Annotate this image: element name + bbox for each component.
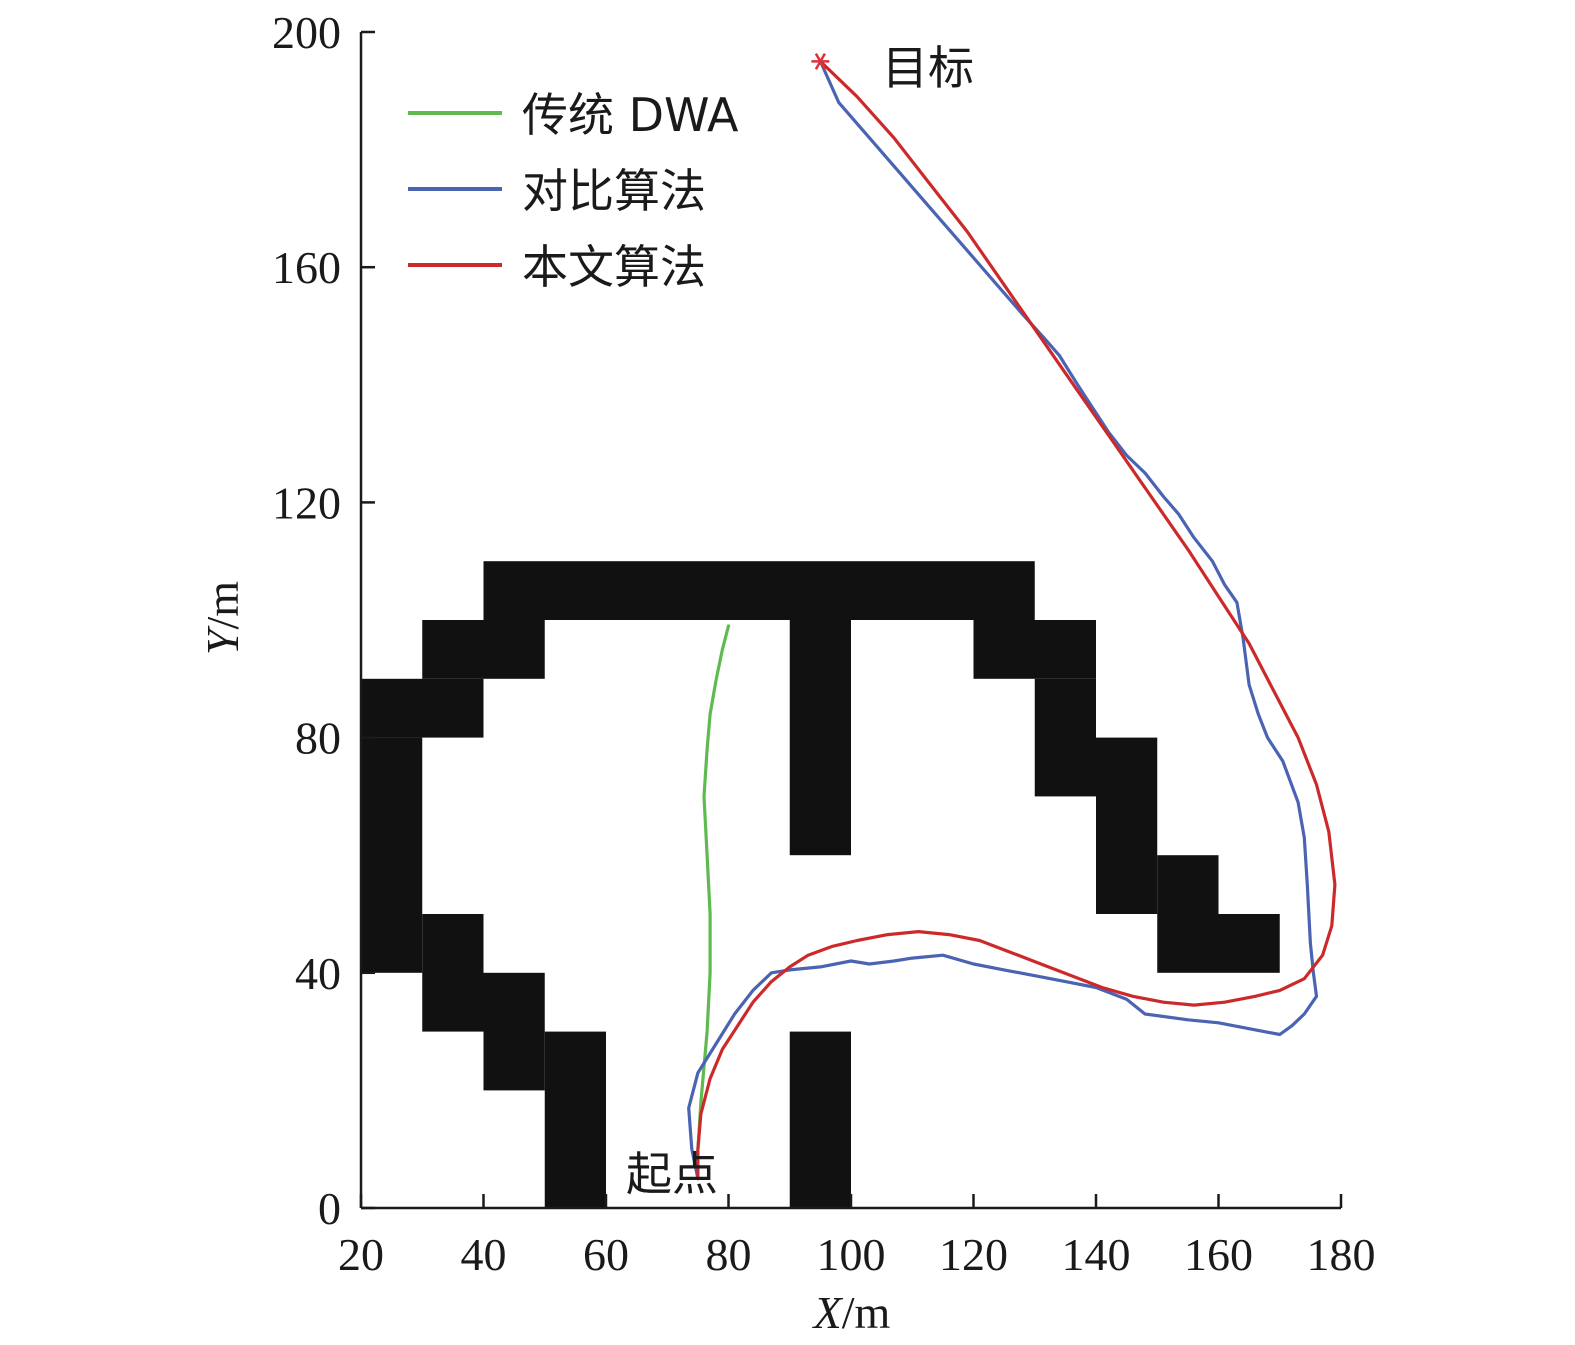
obstacle-block-0: [483, 561, 1035, 620]
x-tick-label: 140: [1062, 1229, 1131, 1280]
y-tick-label: 120: [272, 477, 341, 528]
x-tick-label: 120: [939, 1229, 1008, 1280]
x-tick-label: 40: [461, 1229, 507, 1280]
obstacle-block-4: [422, 914, 484, 1032]
y-tick-label: 160: [272, 242, 341, 293]
y-axis-title: Y/m: [197, 581, 248, 655]
y-tick-label: 80: [295, 713, 341, 764]
obstacle-block-5: [483, 972, 545, 1091]
obstacle-block-2: [361, 678, 484, 738]
obstacle-block-9: [973, 620, 1096, 679]
series-line-traditional-dwa: [696, 624, 731, 1181]
obstacle-block-12: [1157, 855, 1219, 973]
x-ticks: 20 40 60 80 100 120 140 160 180: [338, 1194, 1376, 1280]
obstacle-layer: [361, 561, 1280, 1208]
y-axis-unit: /m: [197, 581, 248, 630]
legend-label-traditional-dwa: 传统 DWA: [522, 88, 739, 142]
series-line-proposed: [696, 59, 1337, 1181]
x-tick-label: 80: [706, 1229, 752, 1280]
x-tick-label: 60: [583, 1229, 629, 1280]
x-tick-label: 20: [338, 1229, 384, 1280]
x-axis-title: X/m: [812, 1287, 891, 1338]
series-layer: [687, 59, 1337, 1181]
start-annotation: 起点: [626, 1147, 718, 1201]
obstacle-block-10: [1034, 678, 1096, 797]
axes-layer: 20 40 60 80 100 120 140 160 180 0 40 80 120 160 200: [272, 7, 1376, 1280]
x-axis-var: X: [812, 1287, 844, 1338]
y-tick-label: 0: [318, 1183, 341, 1234]
y-ticks: 0 40 80 120 160 200: [272, 7, 375, 1234]
x-tick-label: 160: [1184, 1229, 1253, 1280]
y-axis-var: Y: [197, 625, 248, 655]
target-annotation: 目标: [882, 41, 974, 95]
y-tick-label: 200: [272, 7, 341, 58]
obstacle-block-13: [1218, 914, 1280, 973]
x-axis-unit: /m: [842, 1287, 891, 1338]
legend-label-comparison: 对比算法: [522, 164, 706, 218]
obstacle-block-1: [422, 620, 545, 679]
target-marker-stroke: [814, 52, 826, 70]
obstacle-block-3: [361, 737, 423, 973]
series-line-comparison: [687, 59, 1319, 1181]
legend: 传统 DWA 对比算法 本文算法: [408, 88, 739, 294]
x-tick-label: 100: [817, 1229, 886, 1280]
obstacle-block-6: [544, 1031, 606, 1208]
target-marker-icon: [811, 52, 830, 70]
obstacle-block-8: [789, 1031, 851, 1208]
obstacle-block-7: [789, 620, 851, 856]
x-tick-label: 180: [1307, 1229, 1376, 1280]
legend-label-proposed: 本文算法: [522, 240, 706, 294]
obstacle-block-11: [1096, 737, 1158, 914]
y-tick-label: 40: [295, 948, 341, 999]
